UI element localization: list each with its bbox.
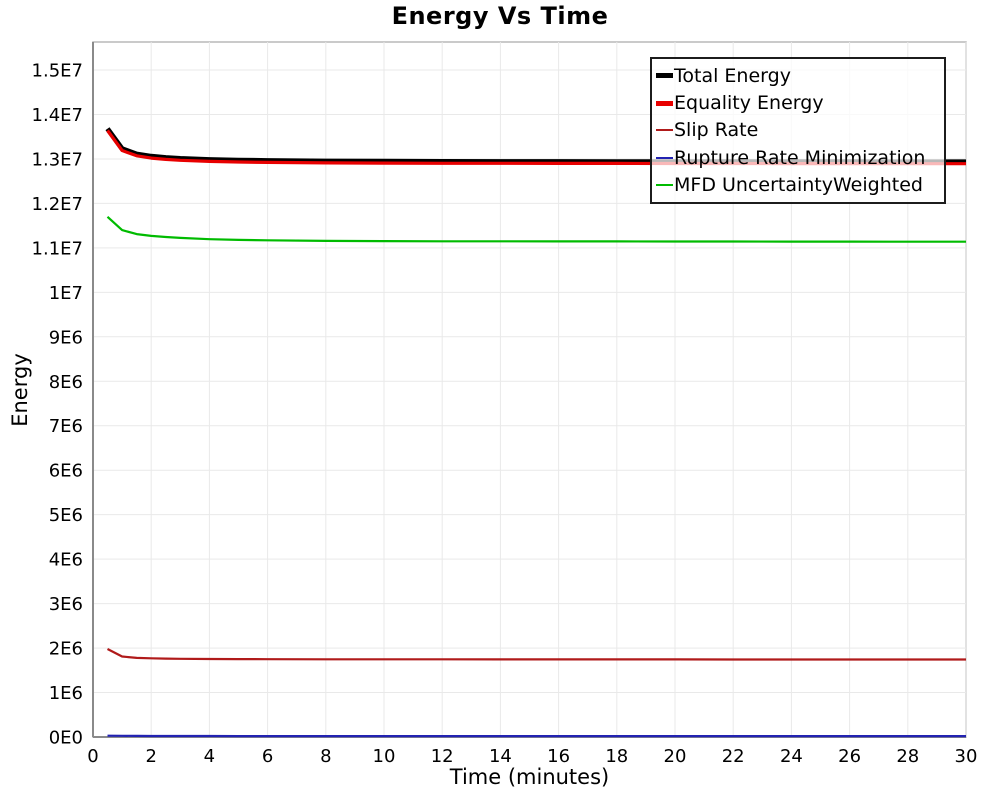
y-tick-labels: 0E0 1E6 2E6 3E6 4E6 5E6 6E6 7E6 8E6 9E6 1E7 1.1E7 1.… bbox=[32, 61, 83, 749]
legend-label: Rupture Rate Minimization bbox=[674, 146, 926, 169]
y-axis-label: Energy bbox=[8, 353, 32, 427]
y-tick-label: 1.3E7 bbox=[32, 149, 83, 170]
y-tick-label: 1.2E7 bbox=[32, 194, 83, 215]
x-tick-label: 20 bbox=[664, 746, 687, 767]
x-tick-label: 22 bbox=[722, 746, 745, 767]
x-tick-label: 6 bbox=[262, 746, 273, 767]
x-tick-label: 14 bbox=[489, 746, 512, 767]
x-tick-label: 26 bbox=[838, 746, 861, 767]
x-tick-label: 2 bbox=[145, 746, 156, 767]
x-tick-label: 24 bbox=[780, 746, 803, 767]
y-tick-label: 0E0 bbox=[49, 728, 83, 749]
x-tick-label: 4 bbox=[204, 746, 215, 767]
y-tick-label: 6E6 bbox=[49, 461, 83, 482]
gridlines bbox=[93, 42, 967, 737]
y-tick-label: 1E7 bbox=[49, 283, 83, 304]
series-line-mfd-uncertaintyweighted bbox=[106, 215, 966, 243]
x-tick-label: 10 bbox=[373, 746, 396, 767]
legend-item: MFD UncertaintyWeighted bbox=[656, 172, 940, 199]
y-tick-label: 7E6 bbox=[49, 416, 83, 437]
x-axis-label: Time (minutes) bbox=[449, 765, 610, 789]
y-tick-label: 1.4E7 bbox=[32, 105, 83, 126]
x-tick-label: 8 bbox=[320, 746, 331, 767]
legend-swatch bbox=[656, 100, 673, 106]
x-tick-label: 28 bbox=[896, 746, 919, 767]
series-line-slip-rate bbox=[106, 648, 966, 661]
legend-label: MFD UncertaintyWeighted bbox=[674, 174, 923, 197]
legend-label: Total Energy bbox=[674, 64, 791, 87]
legend-swatch bbox=[656, 156, 673, 159]
chart-title: Energy Vs Time bbox=[391, 2, 609, 30]
y-tick-label: 2E6 bbox=[49, 639, 83, 660]
x-tick-label: 0 bbox=[87, 746, 98, 767]
y-tick-label: 8E6 bbox=[49, 372, 83, 393]
legend-item: Equality Energy bbox=[656, 89, 940, 116]
legend-swatch bbox=[656, 184, 673, 187]
y-tick-label: 1.1E7 bbox=[32, 238, 83, 259]
x-tick-label: 12 bbox=[431, 746, 454, 767]
x-tick-labels: 0 2 4 6 8 10 12 14 16 18 20 22 24 26 28 30 bbox=[87, 746, 977, 767]
x-tick-label: 16 bbox=[547, 746, 570, 767]
legend-label: Equality Energy bbox=[674, 92, 824, 115]
y-tick-label: 9E6 bbox=[49, 327, 83, 348]
y-tick-label: 1.5E7 bbox=[32, 61, 83, 82]
y-tick-label: 5E6 bbox=[49, 505, 83, 526]
legend: Total Energy Equality Energy Slip Rate Rupt… bbox=[650, 57, 946, 204]
legend-item: Slip Rate bbox=[656, 117, 940, 144]
legend-item: Rupture Rate Minimization bbox=[656, 144, 940, 171]
y-tick-label: 3E6 bbox=[49, 594, 83, 615]
x-tick-label: 30 bbox=[955, 746, 978, 767]
legend-label: Slip Rate bbox=[674, 119, 759, 142]
legend-item: Total Energy bbox=[656, 62, 940, 89]
y-tick-label: 4E6 bbox=[49, 550, 83, 571]
x-tick-label: 18 bbox=[605, 746, 628, 767]
y-tick-label: 1E6 bbox=[49, 683, 83, 704]
legend-swatch bbox=[656, 129, 673, 132]
legend-swatch bbox=[656, 73, 673, 79]
